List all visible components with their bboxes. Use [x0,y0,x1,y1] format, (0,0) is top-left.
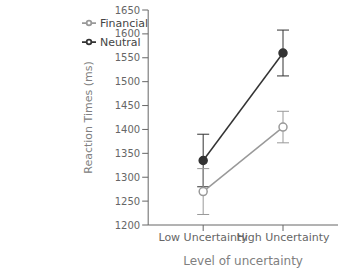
svg-text:1650: 1650 [115,5,140,16]
svg-text:1200: 1200 [115,220,140,231]
svg-text:1300: 1300 [115,172,140,183]
svg-text:1500: 1500 [115,76,140,87]
html-text:Financial: Financial [100,17,149,30]
svg-text:1450: 1450 [115,100,140,111]
svg-text:1250: 1250 [115,196,140,207]
svg-text:1400: 1400 [115,124,140,135]
svg-text:Reaction Times (ms): Reaction Times (ms) [82,61,95,173]
svg-text:High Uncertainty: High Uncertainty [236,231,330,244]
svg-text:Level of uncertainty: Level of uncertainty [183,254,303,268]
svg-text:1350: 1350 [115,148,140,159]
svg-text:1600: 1600 [115,28,140,39]
svg-text:Low Uncertainty: Low Uncertainty [158,231,248,244]
svg-text:1550: 1550 [115,52,140,63]
html-text:Neutral: Neutral [100,36,141,49]
